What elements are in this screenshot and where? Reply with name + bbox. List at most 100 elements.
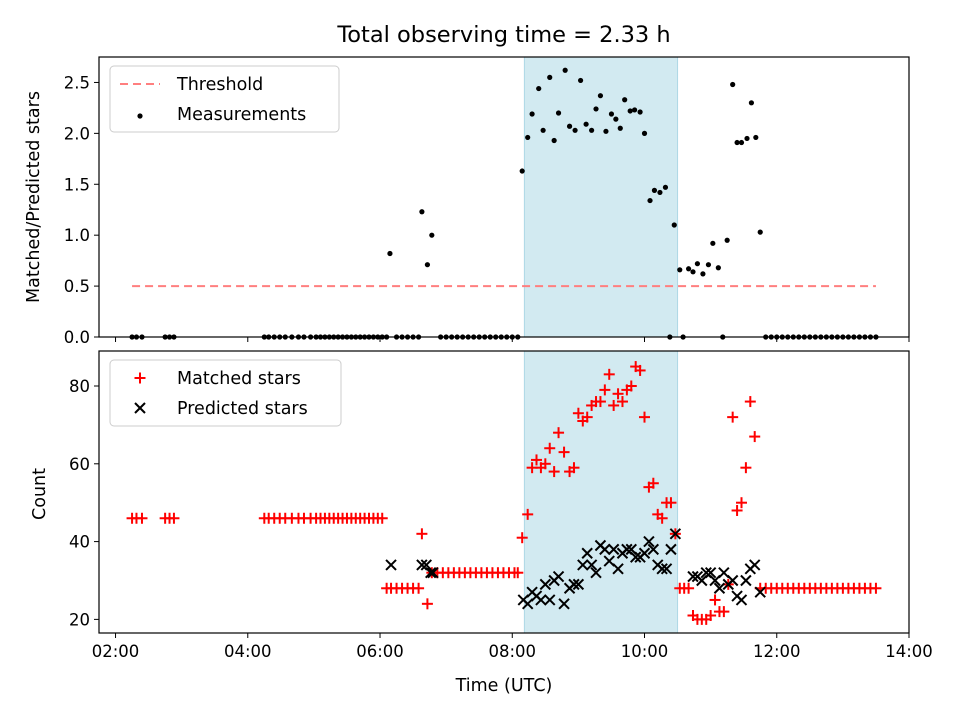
measurement-point	[540, 127, 546, 133]
measurement-point	[536, 85, 542, 92]
matched-point	[625, 380, 637, 392]
measurement-point	[753, 134, 759, 141]
predicted-point	[544, 594, 556, 606]
measurement-point	[748, 100, 755, 106]
marker-stroke	[577, 559, 589, 571]
marker-stroke	[643, 535, 655, 548]
predicted-point	[656, 563, 668, 575]
matched-point	[608, 399, 620, 411]
matched-point	[735, 497, 747, 509]
marker-stroke	[416, 559, 428, 571]
legend-label: Threshold	[176, 75, 263, 95]
measurement-point	[715, 265, 721, 271]
marker-stroke	[638, 547, 651, 559]
marker-stroke	[687, 570, 699, 583]
predicted-point	[535, 594, 547, 606]
marker-stroke	[558, 598, 570, 610]
measurement-point	[657, 189, 663, 196]
measurement-point	[631, 107, 638, 113]
predicted-point	[740, 574, 752, 587]
bottom-ytick-label: 40	[69, 533, 90, 552]
top-ylabel: Matched/Predicted stars	[24, 91, 44, 303]
bottom-ytick-label: 60	[69, 455, 90, 474]
measurement-point	[738, 139, 745, 146]
matched-point	[548, 466, 560, 478]
matched-point	[709, 594, 721, 606]
measurement-point	[705, 262, 712, 268]
xtick-label: 12:00	[753, 642, 801, 661]
predicted-point	[385, 559, 397, 571]
measurement-point	[744, 135, 750, 142]
matched-point	[639, 411, 651, 423]
marker-stroke	[754, 586, 766, 598]
marker-stroke	[590, 567, 602, 579]
marker-stroke	[599, 543, 611, 556]
predicted-point	[669, 528, 682, 540]
measurement-point	[685, 266, 692, 272]
matched-point	[616, 396, 628, 408]
predicted-point	[581, 547, 593, 559]
matched-point	[656, 512, 668, 524]
predicted-point	[427, 567, 439, 579]
matched-point	[531, 454, 543, 466]
measurement-point	[613, 116, 619, 122]
xlabel: Time (UTC)	[455, 676, 553, 696]
matched-point	[376, 512, 388, 524]
top-legend-box	[109, 65, 340, 133]
matched-point	[594, 396, 606, 408]
measurement-point	[700, 271, 706, 277]
marker-stroke	[665, 543, 677, 556]
predicted-point	[599, 543, 611, 556]
marker-stroke	[572, 578, 585, 591]
predicted-point	[735, 594, 748, 606]
measurement-point	[662, 184, 669, 190]
predicted-point	[590, 567, 602, 579]
marker-stroke	[568, 578, 580, 591]
top-ytick-label: 2.0	[64, 124, 90, 143]
matched-point	[870, 582, 882, 594]
legend-label: Measurements	[177, 105, 306, 125]
measurement-point	[593, 106, 599, 112]
matched-point	[168, 512, 180, 524]
matched-point	[558, 446, 570, 458]
matched-point	[516, 532, 528, 544]
matched-point	[421, 598, 433, 610]
top-ytick-label: 0.5	[64, 277, 90, 296]
matched-point	[718, 606, 730, 618]
measurement-point	[608, 111, 615, 117]
marker-stroke	[544, 594, 556, 606]
matched-point	[512, 567, 524, 579]
matched-point	[136, 512, 148, 524]
matched-point	[727, 411, 739, 423]
bottom-observing-span	[523, 350, 679, 634]
legend-label: Predicted stars	[177, 399, 308, 419]
matched-point	[612, 388, 624, 400]
matched-point	[731, 504, 743, 516]
measurement-point	[694, 261, 701, 267]
matched-point	[744, 396, 756, 408]
measurement-point	[734, 139, 740, 146]
marker-stroke	[134, 402, 146, 414]
top-legend: Threshold Measurements	[109, 65, 340, 133]
bottom-legend-box	[109, 359, 342, 427]
marker-stroke	[425, 567, 437, 579]
measurement-point	[577, 77, 584, 84]
xtick-label: 06:00	[356, 642, 404, 661]
predicted-point	[687, 570, 699, 583]
marker-stroke	[539, 578, 552, 591]
measurement-point	[637, 109, 643, 115]
matched-point	[634, 364, 646, 376]
matched-point	[599, 384, 611, 396]
matched-point	[683, 582, 695, 594]
xtick-label: 10:00	[621, 642, 669, 661]
marker-stroke	[427, 567, 439, 579]
marker-stroke	[585, 559, 598, 571]
xtick-label: 04:00	[224, 642, 272, 661]
chart-title: Total observing time = 2.33 h	[336, 22, 670, 48]
bottom-ytick-label: 20	[69, 610, 90, 629]
predicted-point	[647, 543, 660, 556]
matched-point	[544, 442, 556, 454]
measurement-point	[597, 93, 604, 99]
top-ytick-label: 1.0	[64, 226, 90, 245]
marker-stroke	[726, 574, 739, 587]
